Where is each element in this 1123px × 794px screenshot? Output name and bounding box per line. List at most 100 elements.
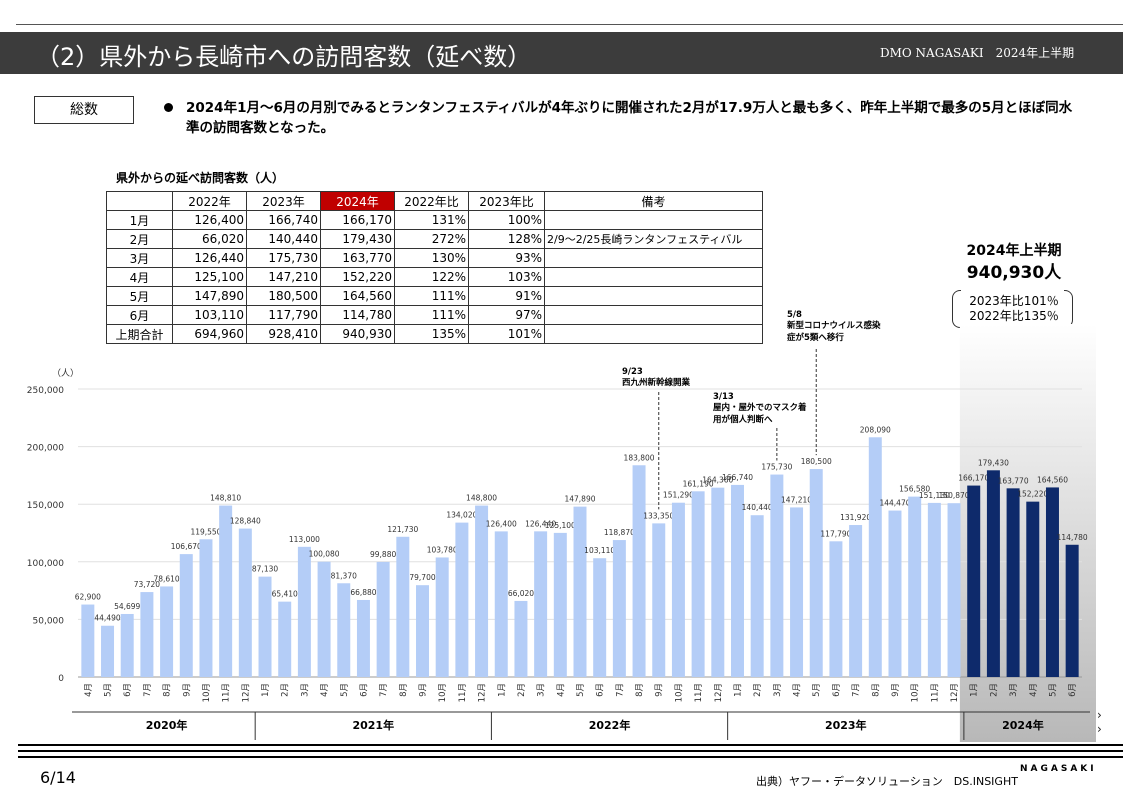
bar: [770, 474, 784, 677]
x-tick-label: 4月: [556, 683, 566, 697]
bar: [435, 557, 449, 677]
section-label: 総数: [34, 96, 134, 124]
data-label: 126,400: [486, 519, 517, 528]
annotation-text: 屋内・屋外でのマスク着用が個人判断へ: [712, 402, 807, 425]
x-tick-label: 3月: [537, 683, 547, 697]
table-header: 2023年比: [468, 191, 545, 211]
x-tick-label: 12月: [478, 683, 488, 702]
data-label: 147,210: [781, 495, 812, 504]
bar: [790, 507, 804, 677]
bar: [632, 465, 646, 677]
data-label: 147,890: [564, 495, 595, 504]
table-cell: 180,500: [246, 286, 321, 306]
bar: [750, 515, 764, 677]
x-tick-label: 9月: [655, 683, 665, 697]
x-tick-label: 5月: [340, 683, 350, 697]
year-label: 2023年: [825, 718, 867, 732]
x-tick-label: 2月: [989, 683, 999, 697]
bar: [297, 546, 311, 677]
data-label: 62,900: [75, 593, 101, 602]
data-label: 175,730: [761, 463, 792, 472]
y-tick-label: 100,000: [27, 559, 64, 569]
data-label: 66,880: [350, 588, 376, 597]
bar: [238, 528, 252, 677]
table-row: 1月 126,400 166,740 166,170 131% 100%: [106, 210, 763, 230]
ratio-2022: 2022年比135％: [969, 309, 1059, 323]
y-axis-label: （人）: [52, 368, 79, 379]
row-label: 6月: [106, 305, 173, 325]
x-tick-label: 8月: [635, 683, 645, 697]
data-label: 164,560: [1037, 475, 1068, 484]
row-label: 上期合計: [106, 324, 173, 344]
data-label: 117,790: [820, 529, 851, 538]
bar: [908, 496, 922, 677]
x-tick-label: 4月: [1029, 683, 1039, 697]
period-badge: DMO NAGASAKI 2024年上半期: [880, 46, 1075, 60]
title-bar: [0, 32, 1123, 74]
data-label: 65,410: [272, 590, 298, 599]
x-tick-label: 4月: [793, 683, 803, 697]
annotation-text: 西九州新幹線開業: [622, 377, 691, 388]
x-tick-label: 7月: [852, 683, 862, 697]
table-cell: 103,110: [172, 305, 247, 325]
x-tick-label: 3月: [773, 683, 783, 697]
table-row: 3月 126,440 175,730 163,770 130% 93%: [106, 248, 763, 268]
x-tick-label: 9月: [419, 683, 429, 697]
data-label: 163,770: [998, 476, 1029, 485]
table-header: 2023年: [246, 191, 321, 211]
x-tick-label: 2月: [753, 683, 763, 697]
x-tick-label: 6月: [832, 683, 842, 697]
bar: [730, 484, 744, 677]
table-row: 2月 66,020 140,440 179,430 272% 128% 2/9～2/25長崎…: [106, 229, 763, 249]
y-tick-label: 50,000: [33, 616, 65, 626]
x-tick-label: 6月: [123, 683, 133, 697]
data-label: 99,880: [370, 550, 396, 559]
data-label: 134,020: [446, 511, 477, 520]
bar: [396, 536, 410, 677]
x-tick-label: 12月: [950, 683, 960, 702]
bar: [317, 561, 331, 677]
x-tick-label: 7月: [379, 683, 389, 697]
data-label: 150,870: [939, 491, 970, 500]
x-tick-label: 6月: [1068, 683, 1078, 697]
table-cell: 126,440: [172, 248, 247, 268]
data-label: 103,110: [584, 546, 615, 555]
x-tick-label: 11月: [930, 683, 940, 702]
bar: [494, 531, 508, 677]
x-tick-label: 10月: [674, 683, 684, 702]
data-label: 166,740: [722, 473, 753, 482]
annotation-text: 新型コロナウイルス感染症が5類へ移行: [787, 320, 881, 343]
bar: [219, 505, 233, 677]
data-label: 118,870: [604, 528, 635, 537]
x-tick-label: 2月: [517, 683, 527, 697]
x-tick-label: 4月: [320, 683, 330, 697]
bar: [868, 437, 882, 677]
footer-rule: [18, 744, 1123, 746]
table-cell: 940,930: [320, 324, 395, 344]
bar: [553, 532, 567, 677]
data-label: 156,580: [899, 485, 930, 494]
x-tick-label: 9月: [891, 683, 901, 697]
bar: [967, 485, 981, 677]
bar: [455, 522, 469, 677]
x-tick-label: 6月: [359, 683, 369, 697]
data-label: 128,840: [230, 517, 261, 526]
data-label: 106,670: [171, 542, 202, 551]
data-label: 148,810: [210, 494, 241, 503]
bullet-icon: [164, 103, 173, 112]
data-label: 131,920: [840, 513, 871, 522]
x-tick-label: 5月: [1048, 683, 1058, 697]
bar: [593, 558, 607, 677]
data-label: 103,780: [427, 545, 458, 554]
x-tick-label: 9月: [182, 683, 192, 697]
x-tick-label: 6月: [596, 683, 606, 697]
x-tick-label: 10月: [911, 683, 921, 702]
table-cell: 131%: [394, 210, 469, 230]
table-cell: 166,740: [246, 210, 321, 230]
bar: [514, 600, 528, 677]
bar: [691, 491, 705, 677]
bar: [534, 531, 548, 677]
bar: [1006, 488, 1020, 677]
row-note: [544, 324, 763, 344]
